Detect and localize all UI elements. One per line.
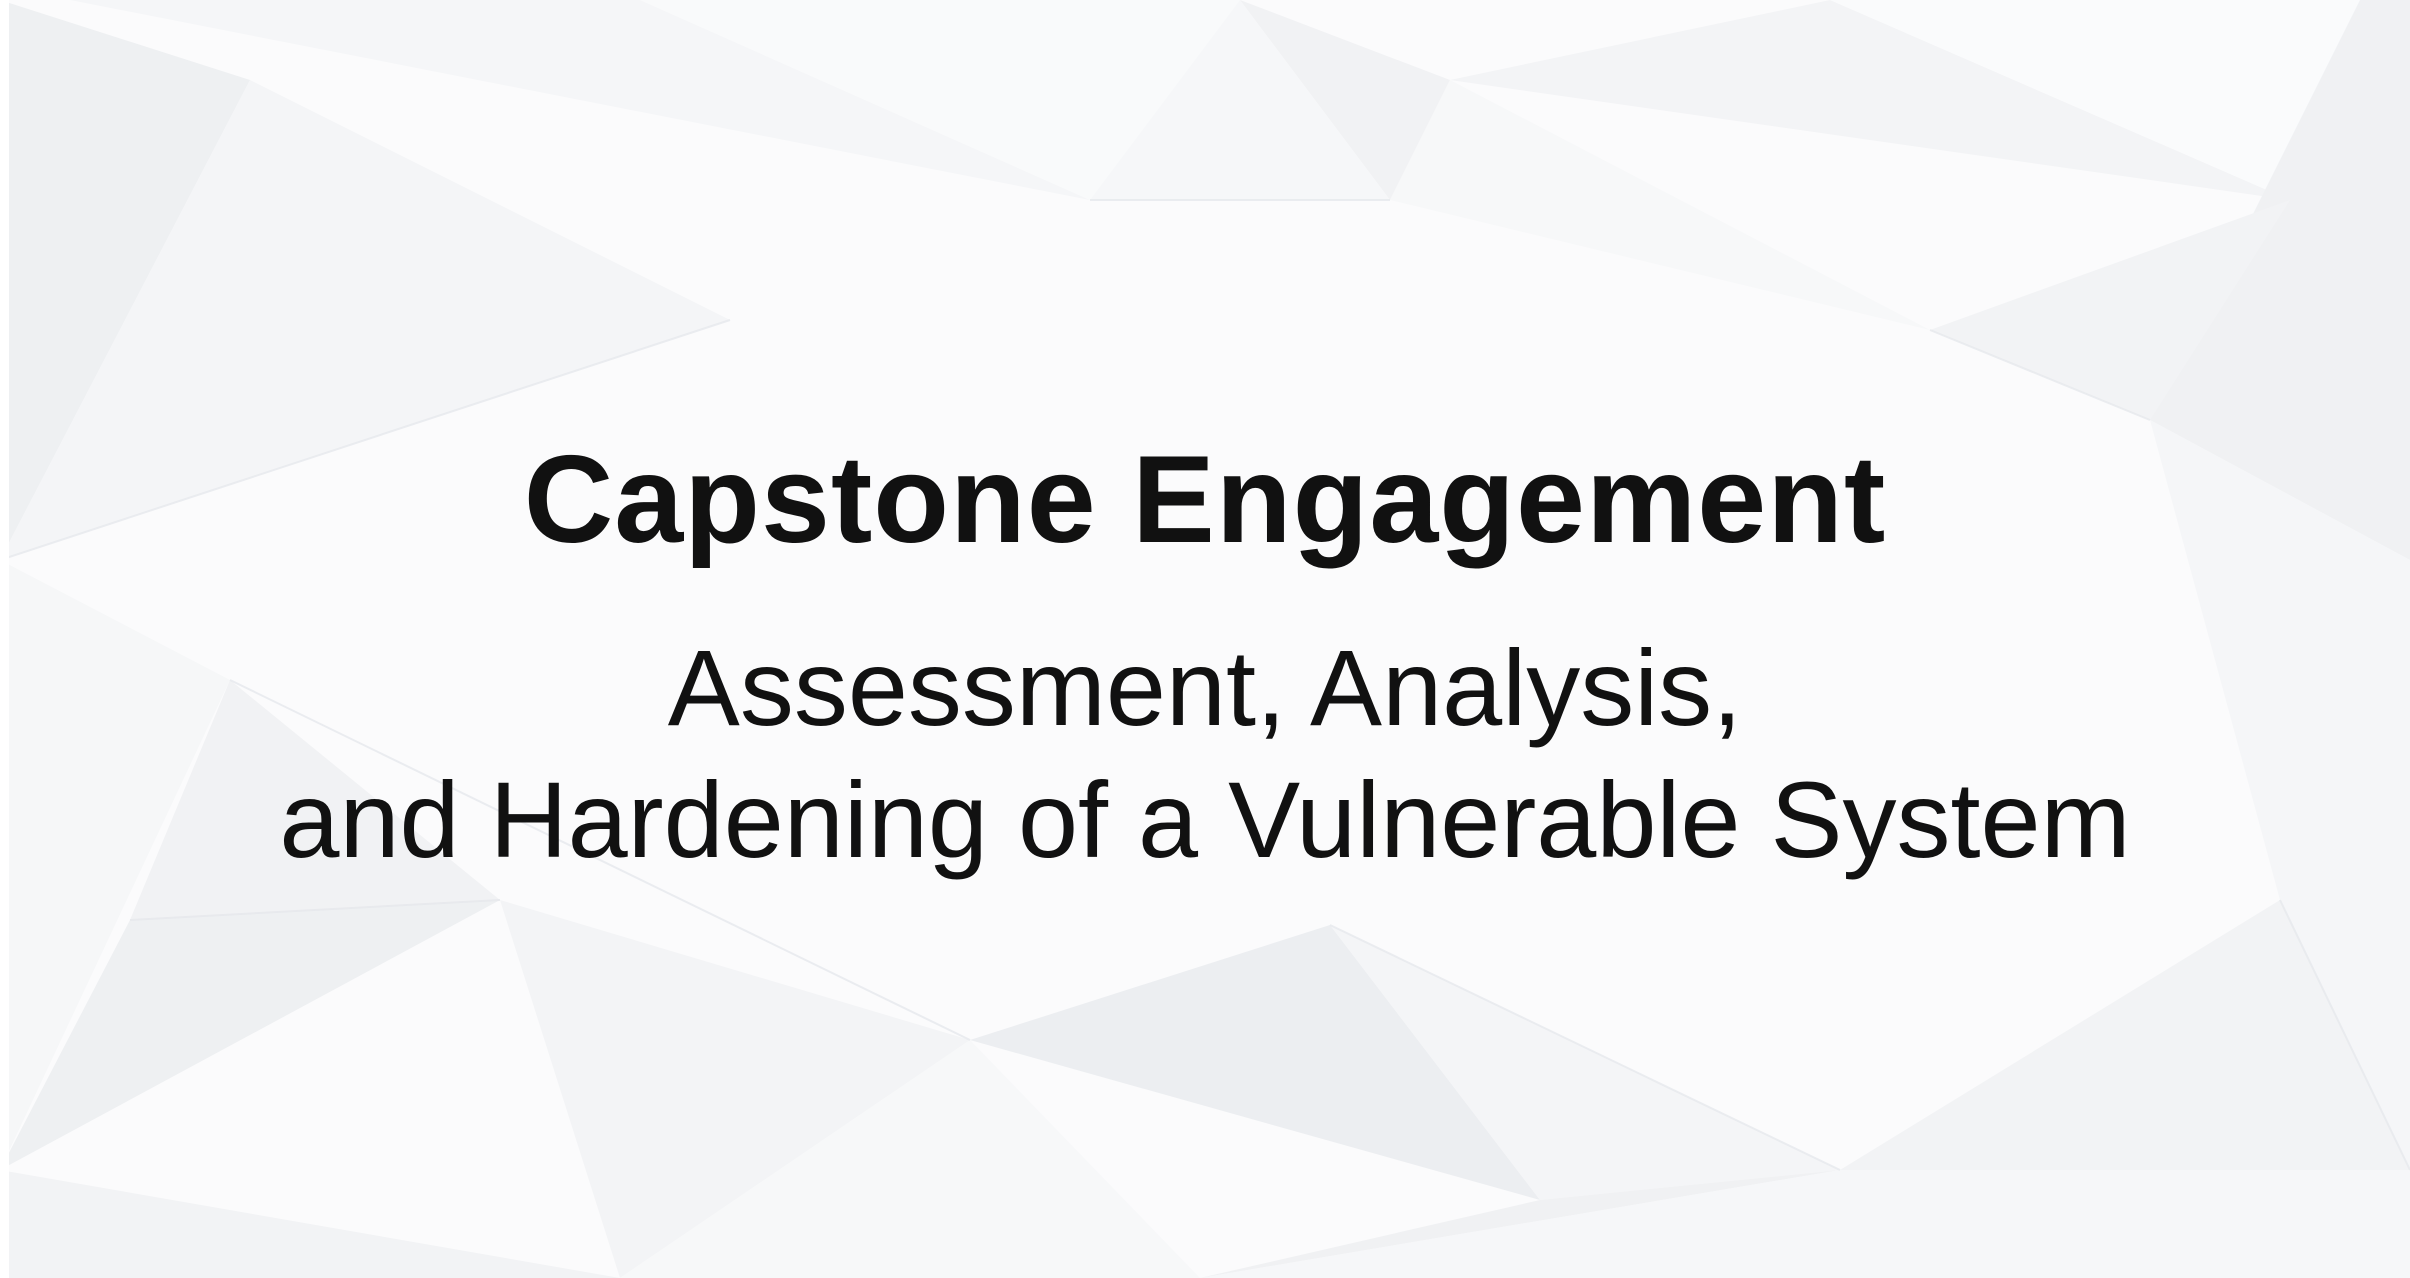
slide-subtitle: Assessment, Analysis, and Hardening of a… bbox=[0, 622, 2410, 886]
subtitle-line-1: Assessment, Analysis, bbox=[667, 627, 1743, 748]
subtitle-line-2: and Hardening of a Vulnerable System bbox=[279, 759, 2131, 880]
slide-title: Capstone Engagement bbox=[523, 431, 1887, 569]
slide-edge bbox=[0, 0, 9, 1278]
